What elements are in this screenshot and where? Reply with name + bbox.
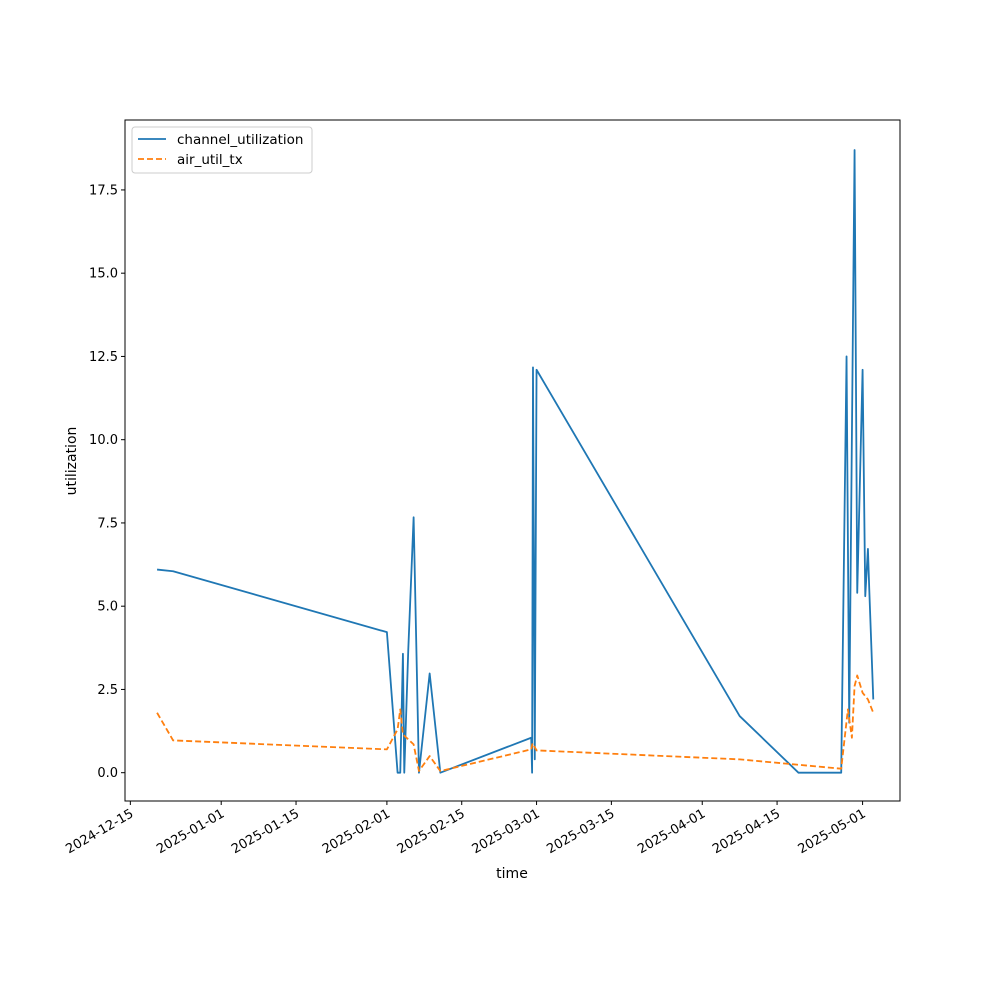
y-tick-label: 5.0 bbox=[97, 600, 118, 615]
plot-frame bbox=[124, 119, 901, 802]
series-line-channel-utilization bbox=[156, 149, 875, 774]
y-tick-label: 7.5 bbox=[97, 516, 118, 531]
y-tick-label: 0.0 bbox=[97, 766, 118, 781]
y-axis-label: utilization bbox=[64, 427, 80, 496]
series-line-air-util-tx bbox=[156, 674, 875, 772]
x-axis-label: time bbox=[496, 866, 528, 882]
y-tick-label: 15.0 bbox=[89, 267, 118, 282]
legend-label-air-util-tx: air_util_tx bbox=[177, 152, 243, 168]
plot-area bbox=[156, 149, 875, 774]
y-tick-label: 2.5 bbox=[97, 683, 118, 698]
y-tick-label: 17.5 bbox=[89, 183, 118, 198]
y-tick-label: 10.0 bbox=[89, 433, 118, 448]
y-tick-label: 12.5 bbox=[89, 350, 118, 365]
legend: channel_utilization air_util_tx bbox=[131, 126, 313, 174]
legend-label-channel-utilization: channel_utilization bbox=[177, 132, 304, 148]
y-axis: 0.0 2.5 5.0 7.5 10.0 12.5 15.0 17.5 bbox=[89, 183, 125, 781]
legend-box bbox=[131, 126, 313, 174]
